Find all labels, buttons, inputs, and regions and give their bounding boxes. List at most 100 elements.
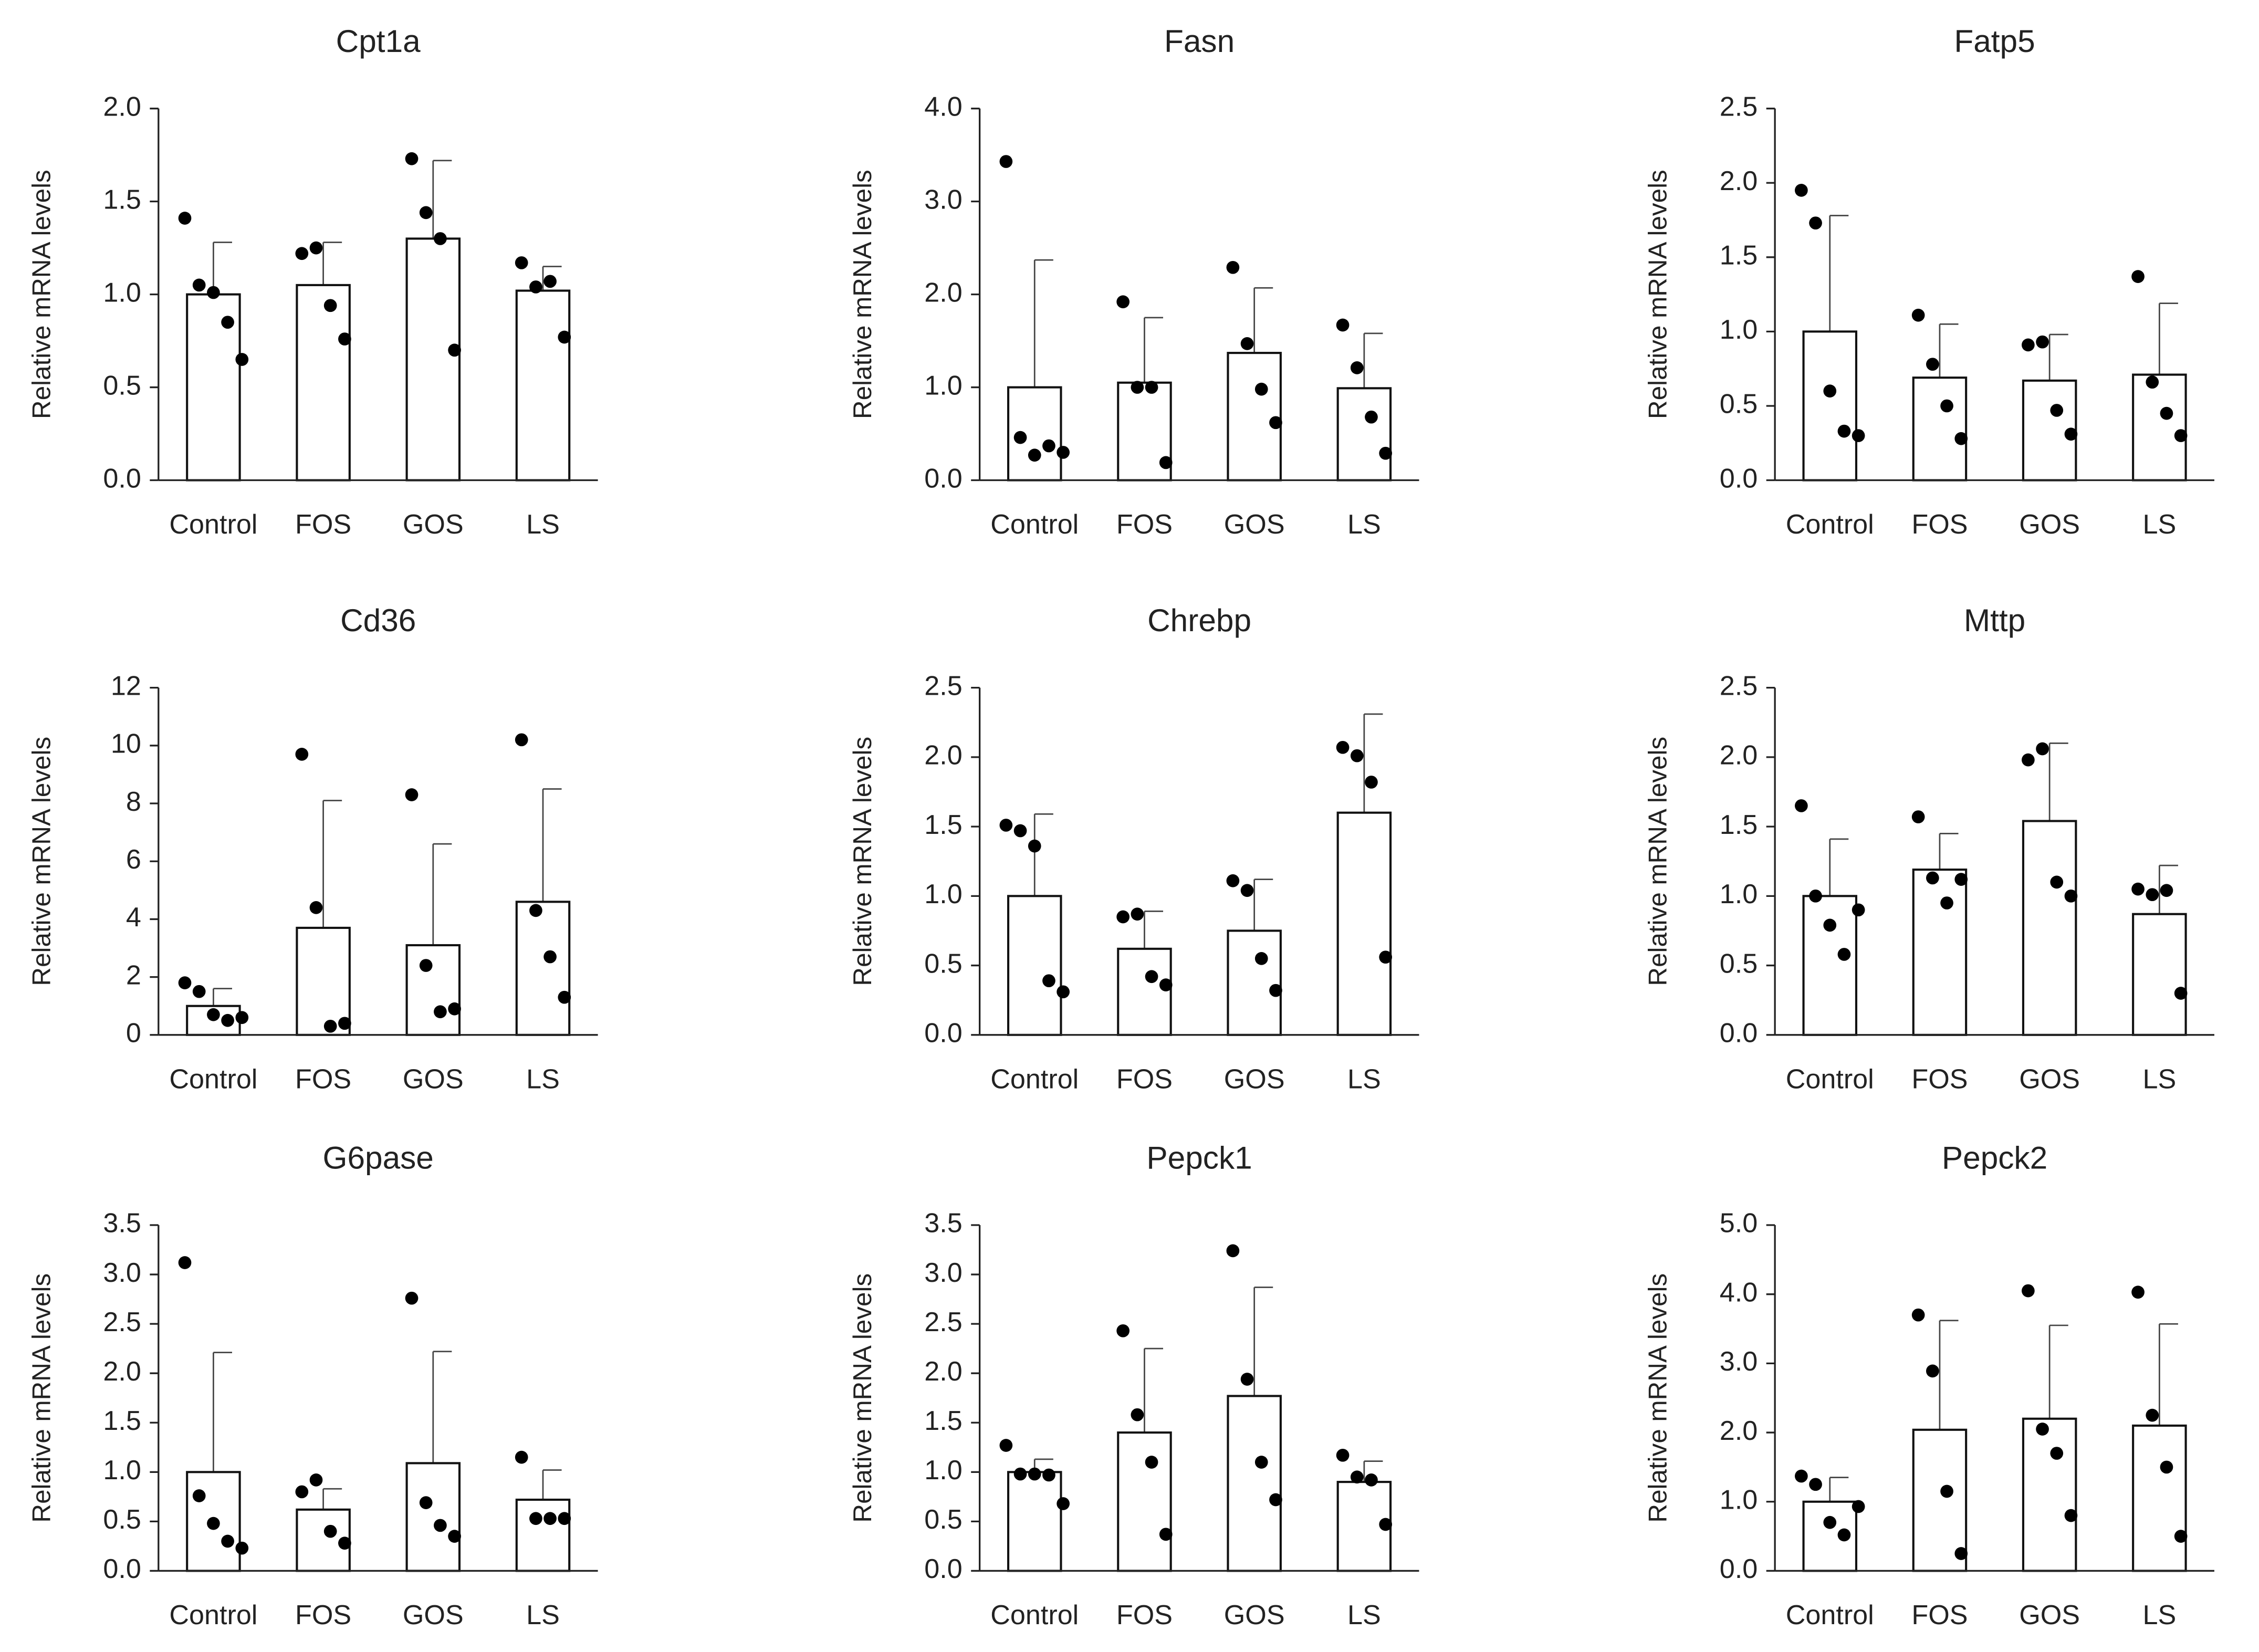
- x-tick-label: FOS: [1116, 1064, 1173, 1094]
- y-tick-label: 0: [126, 1018, 141, 1049]
- data-point: [2036, 742, 2049, 756]
- data-point: [448, 1002, 461, 1016]
- y-tick-label: 1.5: [1720, 241, 1758, 271]
- y-tick-label: 0.0: [924, 463, 962, 494]
- x-tick-label: GOS: [403, 509, 464, 540]
- bar: [405, 237, 461, 482]
- data-point: [2050, 875, 2064, 889]
- data-point: [2022, 1284, 2035, 1298]
- bar: [1227, 929, 1282, 1036]
- x-tick-label: LS: [2142, 1064, 2176, 1094]
- data-point: [235, 1541, 249, 1555]
- bar: [515, 901, 571, 1036]
- y-tick-label: 2.5: [103, 1307, 141, 1337]
- data-point: [419, 206, 433, 219]
- data-point: [1226, 874, 1240, 887]
- data-point: [2064, 427, 2078, 441]
- data-point: [2064, 889, 2078, 903]
- data-point: [1852, 903, 1865, 917]
- y-tick-label: 2: [126, 960, 141, 990]
- data-point: [1350, 749, 1364, 762]
- data-point: [543, 950, 557, 964]
- data-point: [1042, 439, 1055, 453]
- bar: [405, 1462, 461, 1572]
- y-tick-label: 1.5: [924, 1406, 962, 1436]
- bar: [1007, 895, 1062, 1036]
- y-tick-label: 0.0: [924, 1554, 962, 1584]
- data-point: [309, 241, 323, 255]
- data-point: [419, 1496, 433, 1509]
- x-tick-label: Control: [169, 1064, 257, 1094]
- bar: [515, 1498, 571, 1572]
- y-tick-label: 3.5: [924, 1208, 962, 1239]
- data-point: [1057, 1497, 1070, 1510]
- data-point: [558, 990, 571, 1004]
- bar: [1007, 386, 1062, 482]
- y-tick-label: 2.0: [103, 91, 141, 122]
- data-point: [2131, 1285, 2145, 1299]
- bar: [296, 284, 351, 482]
- chart-title: Fatp5: [1954, 23, 2035, 59]
- y-tick-label: 3.0: [1720, 1346, 1758, 1377]
- x-tick-label: LS: [1347, 1600, 1381, 1630]
- data-point: [192, 1489, 206, 1502]
- data-point: [1028, 1467, 1041, 1481]
- bar: [1802, 330, 1858, 482]
- y-tick-label: 3.5: [103, 1208, 141, 1239]
- y-axis-label: Relative mRNA levels: [1644, 737, 1672, 986]
- data-point: [1254, 952, 1268, 965]
- data-point: [1240, 1373, 1254, 1386]
- data-point: [2131, 882, 2145, 896]
- data-point: [1013, 1467, 1027, 1481]
- data-point: [1254, 1456, 1268, 1469]
- data-point: [235, 353, 249, 366]
- y-tick-label: 4.0: [1720, 1277, 1758, 1308]
- y-tick-label: 3.0: [103, 1258, 141, 1288]
- data-point: [1823, 384, 1837, 398]
- x-tick-label: FOS: [1911, 1064, 1968, 1094]
- y-tick-label: 0.0: [103, 1554, 141, 1584]
- bar: [1227, 1395, 1282, 1572]
- x-tick-label: Control: [169, 1600, 257, 1630]
- x-tick-label: LS: [526, 509, 560, 540]
- data-point: [2064, 1509, 2078, 1522]
- data-point: [1940, 399, 1953, 413]
- data-point: [323, 299, 337, 312]
- data-point: [448, 1530, 461, 1543]
- data-point: [405, 788, 419, 801]
- data-point: [309, 901, 323, 914]
- data-point: [2131, 270, 2145, 283]
- data-point: [1379, 1518, 1393, 1531]
- y-tick-label: 2.0: [103, 1356, 141, 1387]
- bar: [2132, 373, 2187, 482]
- data-point: [1809, 889, 1822, 903]
- y-tick-label: 0.5: [103, 370, 141, 401]
- data-point: [543, 1512, 557, 1525]
- data-point: [192, 278, 206, 292]
- data-point: [529, 1512, 542, 1525]
- chart-title: Mttp: [1964, 602, 2025, 638]
- y-tick-label: 1.0: [103, 1455, 141, 1486]
- data-point: [1145, 970, 1158, 984]
- x-tick-label: GOS: [2019, 1600, 2080, 1630]
- data-point: [1926, 358, 1939, 371]
- bar: [1117, 1431, 1172, 1572]
- data-point: [2050, 404, 2064, 417]
- y-tick-label: 2.0: [1720, 166, 1758, 196]
- bar: [296, 926, 351, 1036]
- y-tick-label: 1.0: [1720, 1485, 1758, 1515]
- y-axis-label: Relative mRNA levels: [848, 170, 877, 419]
- data-point: [999, 155, 1013, 168]
- chart-title: Fasn: [1164, 23, 1235, 59]
- data-point: [1940, 1484, 1953, 1498]
- y-tick-label: 0.0: [1720, 1018, 1758, 1049]
- data-point: [1042, 974, 1055, 988]
- y-axis-label: Relative mRNA levels: [27, 1273, 56, 1523]
- data-point: [2160, 1460, 2173, 1474]
- y-tick-label: 8: [126, 787, 141, 817]
- data-point: [434, 232, 447, 245]
- y-tick-label: 2.0: [924, 740, 962, 771]
- x-tick-label: FOS: [1116, 1600, 1173, 1630]
- data-point: [1042, 1468, 1055, 1482]
- y-tick-label: 0.0: [1720, 463, 1758, 494]
